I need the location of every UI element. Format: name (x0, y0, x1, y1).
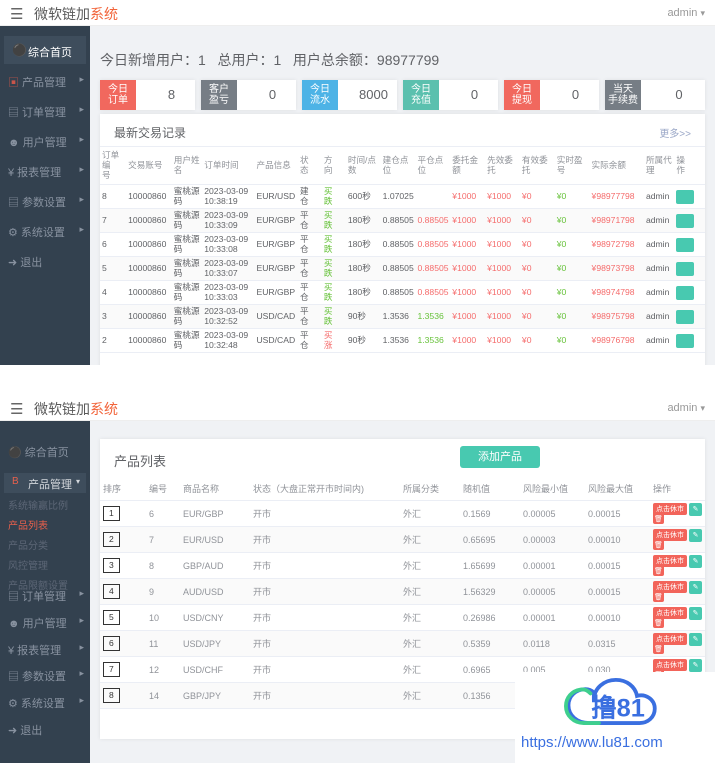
svg-text:撸81: 撸81 (591, 694, 645, 722)
